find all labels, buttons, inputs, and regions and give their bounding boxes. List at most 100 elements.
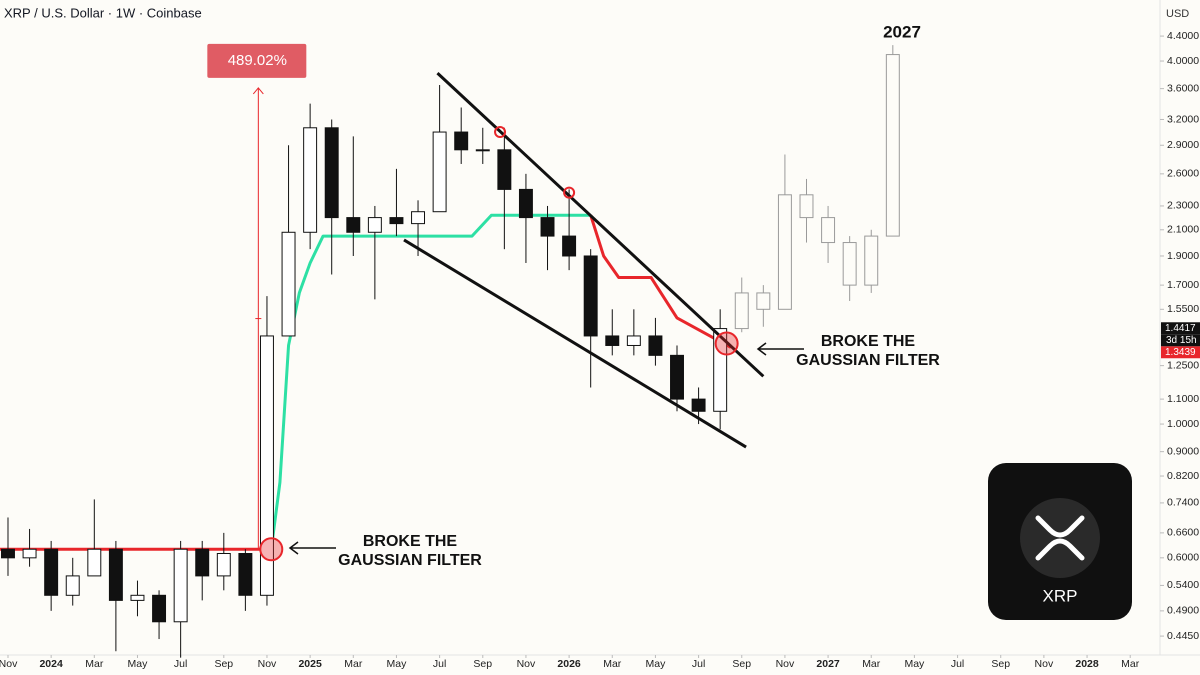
projection-label: 2027 xyxy=(883,22,921,41)
x-tick-label: 2027 xyxy=(816,658,840,670)
price-tag-label: 1.4417 xyxy=(1165,323,1196,334)
price-tag xyxy=(1161,346,1200,359)
move-label: 489.02% xyxy=(228,52,287,69)
logo-text: XRP xyxy=(1043,586,1078,605)
y-tick-label: 2.3000 xyxy=(1167,200,1199,212)
logo-mark xyxy=(1035,515,1085,561)
candle-body xyxy=(130,594,145,601)
x-tick-label: Sep xyxy=(214,658,233,670)
y-tick-label: 1.1000 xyxy=(1167,393,1199,405)
candle-body xyxy=(44,548,59,596)
y-tick-label: 0.7400 xyxy=(1167,497,1199,509)
candle-body xyxy=(238,553,253,596)
y-tick-label: 0.9000 xyxy=(1167,445,1199,457)
candle-body xyxy=(281,231,296,337)
y-tick-label: 3.6000 xyxy=(1167,82,1199,94)
annotation-text: BROKE THE xyxy=(363,533,458,550)
candle-body xyxy=(108,548,123,601)
candle-body xyxy=(605,335,620,346)
annotation-arrow xyxy=(288,541,336,555)
y-tick-label: 2.9000 xyxy=(1167,139,1199,151)
candle-body xyxy=(65,575,80,596)
x-tick-label: 2024 xyxy=(39,658,63,670)
x-tick-label: May xyxy=(904,658,925,670)
candle-body xyxy=(389,217,404,225)
y-tick-label: 1.0000 xyxy=(1167,418,1199,430)
y-tick-label: 1.9000 xyxy=(1167,250,1199,262)
candle-body xyxy=(152,594,167,623)
marker xyxy=(494,126,507,139)
x-tick-label: Nov xyxy=(776,658,795,670)
candle-body xyxy=(475,149,490,152)
x-tick-label: Nov xyxy=(258,658,277,670)
x-tick-label: Nov xyxy=(0,658,18,670)
y-tick-label: 4.4000 xyxy=(1167,30,1199,42)
y-tick-label: 0.4900 xyxy=(1167,605,1199,617)
candle-body xyxy=(173,548,188,623)
annotation-text: GAUSSIAN FILTER xyxy=(338,552,482,569)
gaussian-filter xyxy=(589,214,732,349)
candle-body xyxy=(432,131,447,213)
annotation-text: BROKE THE xyxy=(821,333,916,350)
annotation-arrow xyxy=(756,342,804,356)
candle-body xyxy=(22,548,37,559)
chart-title: XRP / U.S. Dollar · 1W · Coinbase xyxy=(4,5,202,20)
x-tick-label: Mar xyxy=(862,658,881,670)
candle-body xyxy=(518,188,533,219)
candle-body xyxy=(864,235,879,286)
x-tick-label: Sep xyxy=(991,658,1010,670)
x-tick-label: May xyxy=(128,658,149,670)
x-tick-label: Mar xyxy=(85,658,104,670)
logo-circle xyxy=(1020,498,1100,578)
y-tick-label: 0.6600 xyxy=(1167,527,1199,539)
candle-body xyxy=(195,548,210,577)
trendline xyxy=(403,238,747,449)
y-tick-label: 0.6000 xyxy=(1167,552,1199,564)
candle-body xyxy=(1,548,15,559)
y-tick-label: 0.8200 xyxy=(1167,470,1199,482)
annotation-text: GAUSSIAN FILTER xyxy=(796,352,940,369)
x-tick-label: Jul xyxy=(692,658,705,670)
candle-body xyxy=(303,127,318,233)
xrp-logo: XRP xyxy=(988,463,1132,620)
x-tick-label: Nov xyxy=(1035,658,1054,670)
candle-body xyxy=(756,292,771,310)
price-tag xyxy=(1161,322,1200,335)
y-tick-label: 1.2500 xyxy=(1167,359,1199,371)
candle-body xyxy=(885,54,900,237)
candle-body xyxy=(842,242,857,286)
candle-body xyxy=(411,211,426,225)
candle-body xyxy=(562,235,577,257)
candle-body xyxy=(454,131,469,151)
candle-body xyxy=(670,354,684,400)
x-tick-label: Mar xyxy=(1121,658,1140,670)
x-tick-label: Mar xyxy=(603,658,622,670)
y-tick-label: 1.7000 xyxy=(1167,279,1199,291)
candle-body xyxy=(497,149,512,190)
gaussian-filter xyxy=(269,213,591,550)
y-tick-label: 0.5400 xyxy=(1167,579,1199,591)
candle-body xyxy=(626,335,641,346)
candle-body xyxy=(540,217,555,237)
candle-body xyxy=(777,194,792,310)
trendline xyxy=(436,71,765,378)
x-tick-label: Sep xyxy=(473,658,492,670)
x-tick-label: Nov xyxy=(517,658,536,670)
marker xyxy=(714,331,739,356)
x-tick-label: Jul xyxy=(433,658,446,670)
candle-body xyxy=(259,335,274,596)
candle-body xyxy=(216,553,231,577)
countdown: 3d 15h xyxy=(1166,335,1197,346)
x-tick-label: 2026 xyxy=(557,658,581,670)
x-tick-label: May xyxy=(646,658,667,670)
marker xyxy=(563,186,576,199)
candle-body xyxy=(87,548,102,577)
price-tag-label: 1.3439 xyxy=(1165,347,1196,358)
candle-body xyxy=(734,292,749,330)
candle-body xyxy=(821,217,836,244)
candle-body xyxy=(648,335,663,356)
y-tick-label: 2.1000 xyxy=(1167,224,1199,236)
x-tick-label: May xyxy=(387,658,408,670)
